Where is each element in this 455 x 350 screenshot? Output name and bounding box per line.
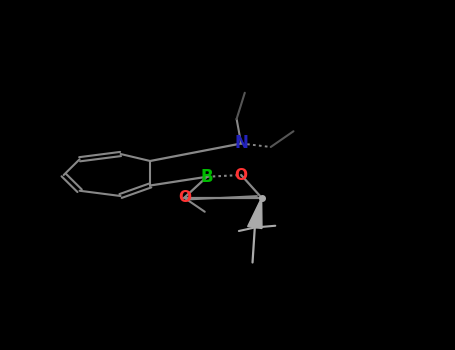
Text: N: N bbox=[234, 134, 248, 153]
Text: O: O bbox=[178, 190, 191, 205]
Text: B: B bbox=[201, 168, 213, 186]
Text: O: O bbox=[235, 168, 248, 182]
Polygon shape bbox=[248, 198, 262, 229]
